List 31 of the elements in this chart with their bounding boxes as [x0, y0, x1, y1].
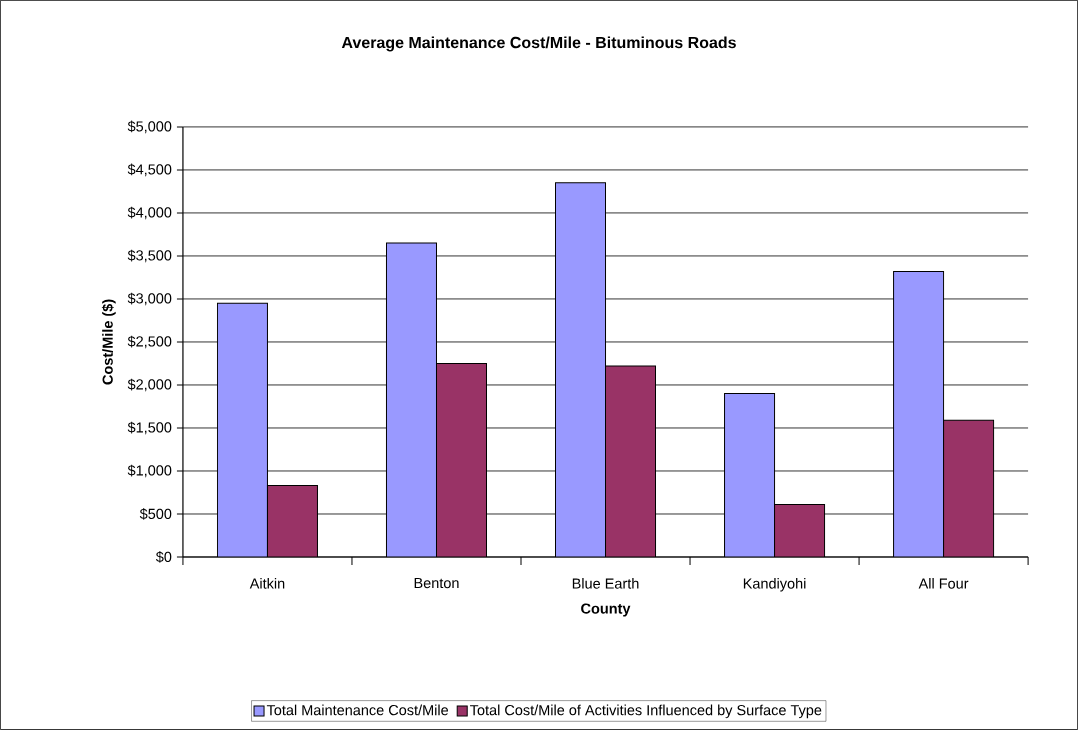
- y-tick-label: $1,000: [127, 464, 172, 478]
- x-tick-label: Aitkin: [249, 578, 285, 589]
- y-tick-label: $2,000: [127, 378, 172, 392]
- bar: [435, 362, 487, 558]
- y-tick-label: $4,000: [127, 206, 172, 220]
- y-tick-label: $3,500: [127, 249, 172, 263]
- x-axis-title: County: [581, 603, 631, 617]
- legend-label: Total Maintenance Cost/Mile: [266, 704, 449, 716]
- bar: [893, 270, 945, 558]
- y-axis-title: Cost/Mile ($): [101, 299, 116, 385]
- x-tick-label: Kandiyohi: [743, 578, 806, 592]
- y-tick-label: $4,500: [127, 163, 172, 177]
- bar: [266, 485, 318, 558]
- chart-title: Average Maintenance Cost/Mile - Bituminous Roads: [341, 36, 736, 52]
- y-tick-label: $500: [139, 508, 172, 520]
- y-tick-label: $0: [155, 551, 172, 563]
- x-tick-label: Blue Earth: [572, 578, 639, 589]
- bar: [724, 393, 776, 558]
- bar: [385, 242, 437, 558]
- y-tick-label: $3,000: [127, 292, 172, 306]
- bar: [774, 504, 826, 558]
- legend-label: Total Cost/Mile of Activities Influenced by Surface Type: [470, 704, 822, 719]
- y-tick-label: $1,500: [127, 421, 172, 435]
- y-tick-label: $2,500: [127, 335, 172, 349]
- bar: [943, 419, 995, 558]
- y-tick-label: $5,000: [127, 120, 172, 134]
- x-tick-label: All Four: [918, 578, 969, 589]
- bar: [605, 365, 657, 558]
- bar: [216, 302, 268, 558]
- x-tick-label: Benton: [414, 578, 459, 589]
- bar: [555, 182, 607, 558]
